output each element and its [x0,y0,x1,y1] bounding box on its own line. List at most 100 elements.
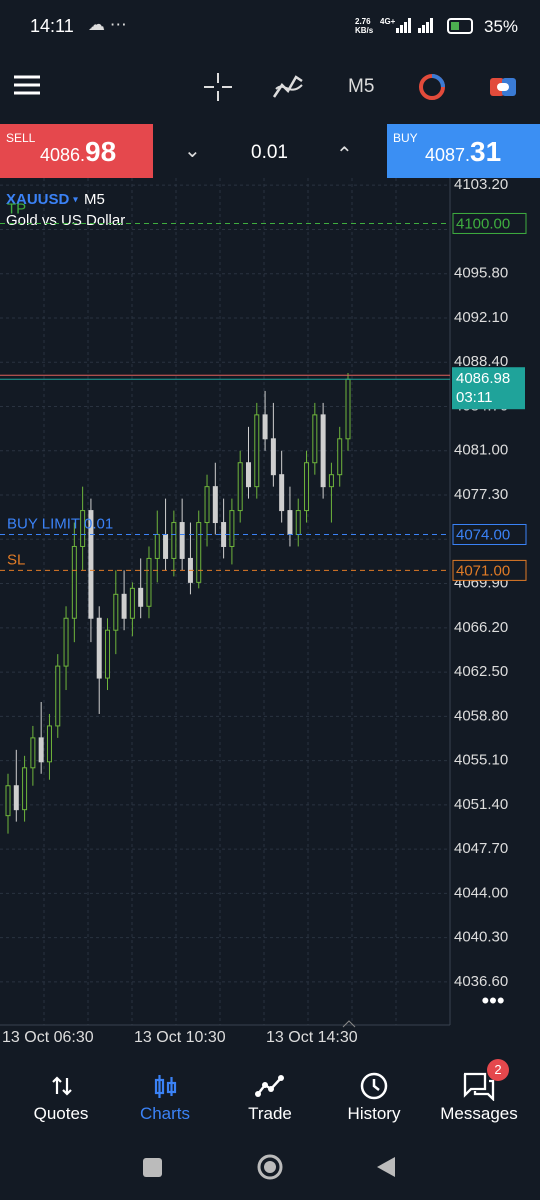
sell-price: 4086.98 [40,136,116,168]
signal-battery [396,18,473,34]
y-tick-label: 4055.10 [454,752,508,769]
quotes-icon [52,1076,72,1096]
y-tick-label: 4040.30 [454,929,508,946]
y-tick-label: 4044.00 [454,884,508,901]
candle-body [138,587,144,607]
volume[interactable]: 0.01 [251,142,288,163]
buy-price-main: 4087. [425,145,471,165]
indicators-button[interactable] [272,71,306,103]
sell-button[interactable]: SELL 4086.98 [0,124,153,178]
nav-item[interactable]: Messages [440,1104,518,1123]
volume-up[interactable]: ⌃ [336,144,353,166]
candle-body [345,378,351,440]
home-button[interactable] [256,1153,284,1181]
nav-item[interactable]: History [347,1104,401,1123]
symbol-dropdown[interactable]: ▾ [73,195,78,206]
chart: XAUUSD ▾ M5 Gold vs US Dollar ••• 4103.2… [0,178,527,1046]
candle-body [304,462,310,512]
volume-down[interactable]: ⌄ [184,140,201,162]
candle-body [262,414,268,440]
candle-body [295,510,301,536]
candle-body [196,522,202,583]
candle-body [38,737,44,763]
candle-body [129,587,135,619]
net-type: 4G+ [380,17,396,26]
scroll-arrow[interactable] [342,1020,356,1028]
buy-button[interactable]: BUY 4087.31 [387,124,540,178]
y-tick-label: 4051.40 [454,796,508,813]
candle-body [312,414,318,464]
back-button[interactable] [375,1155,397,1179]
menu-button[interactable] [14,74,42,96]
y-tick-label: 4062.50 [454,663,508,680]
candle-body [146,557,152,607]
candle-body [328,474,334,488]
buy-price: 4087.31 [425,136,501,168]
candle-body [229,510,235,547]
timeframe-button[interactable]: M5 [348,76,375,97]
candle-body [270,438,276,476]
y-tick-label: 4047.70 [454,840,508,857]
candle-body [30,737,36,769]
candle-body [337,438,343,476]
status-icons: ☁ ⋯ [88,15,127,34]
candle-body [163,534,169,559]
candle-body [204,486,210,524]
level-box [452,524,527,546]
level-box [452,212,527,234]
nav-item[interactable]: Charts [139,1104,191,1123]
y-tick-label: 4103.20 [454,178,508,193]
level-label: 4100.00 [456,215,510,232]
y-tick-label: 4092.10 [454,309,508,326]
bid-countdown: 03:11 [456,389,492,406]
net-speed-value: 2.76 [355,17,371,26]
candle-body [22,767,28,811]
x-tick-label: 13 Oct 10:30 [134,1029,226,1046]
candle-body [179,522,185,559]
history-icon [360,1072,388,1100]
bottom-nav: 2 Quotes Charts Trade History Messages [0,1059,540,1140]
trade-icon [255,1075,284,1097]
more-button[interactable]: ••• [481,988,504,1013]
y-tick-label: 4077.30 [454,486,508,503]
chart-description: Gold vs US Dollar [6,212,125,229]
recents-button[interactable] [143,1158,162,1177]
candle-body [287,510,293,536]
candle-body [254,414,260,488]
level-name: SL [7,551,25,568]
crosshair-button[interactable] [202,71,234,103]
candle-body [245,462,251,488]
candle-body [121,593,127,619]
candle-body [46,725,52,763]
bid-box [452,367,525,410]
candle-body [105,629,111,679]
candle-body [5,785,11,817]
candle-body [55,665,61,727]
y-tick-label: 4081.00 [454,442,508,459]
bid-label: 4086.98 [456,370,510,387]
candle-body [237,462,243,512]
nav-item[interactable]: Quotes [33,1104,89,1123]
level-box [452,559,527,581]
candle-body [13,785,19,811]
chart-symbol: XAUUSD [6,191,70,208]
objects-button[interactable] [416,72,448,102]
candle-body [71,545,77,619]
x-tick-label: 13 Oct 06:30 [2,1029,94,1046]
level-name: TP [7,200,26,217]
candle-body [171,522,177,559]
candle-body [63,617,69,667]
level-name: BUY LIMIT 0.01 [7,515,113,532]
y-tick-label: 4066.20 [454,619,508,636]
nav-item[interactable]: Trade [248,1104,292,1123]
candle-body [279,474,285,512]
candle-body [212,486,218,524]
candle-body [320,414,326,488]
y-tick-label: 4058.80 [454,707,508,724]
sell-label: SELL [6,131,36,145]
y-tick-label: 4095.80 [454,265,508,282]
trade-button[interactable] [488,72,520,102]
level-label: 4071.00 [456,562,510,579]
chart-timeframe: M5 [84,191,105,208]
level-label: 4074.00 [456,526,510,543]
